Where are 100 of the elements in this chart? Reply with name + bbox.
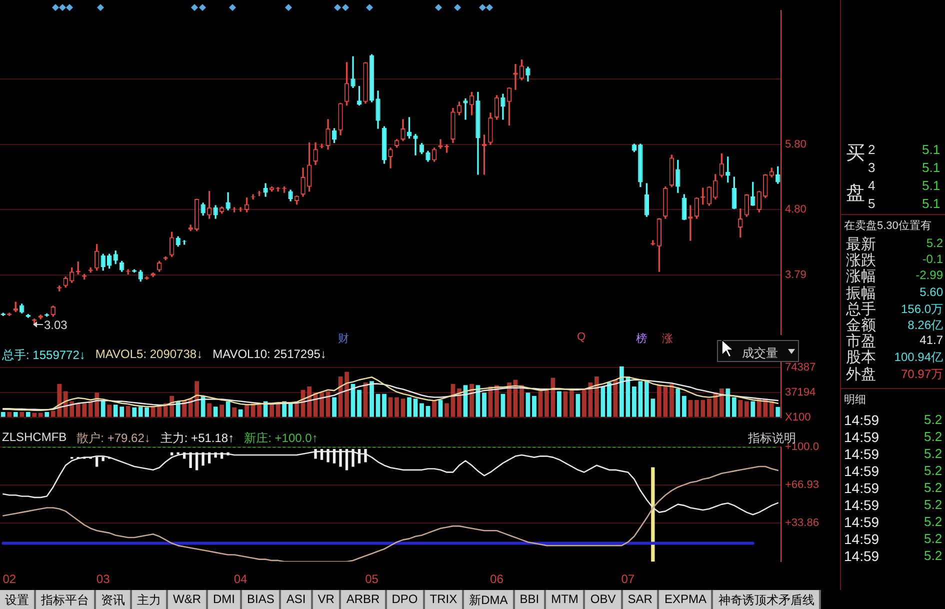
text: 主力	[132, 590, 168, 609]
text: BBI	[514, 590, 546, 609]
x-tick-label: 06	[490, 572, 504, 586]
annotation: : 2090738↓	[143, 347, 203, 361]
bar	[413, 398, 418, 417]
text: 14:59	[844, 412, 880, 428]
text: 股本	[846, 348, 876, 367]
text: 5	[868, 196, 876, 211]
y-tick-label: 5.80	[785, 138, 806, 151]
annotation: 涨	[662, 332, 673, 346]
text: 涨跌	[846, 251, 876, 270]
bar	[420, 403, 424, 417]
text: MTM	[546, 590, 586, 609]
candlestick	[463, 98, 468, 120]
text: 5.2	[924, 446, 942, 461]
bar	[126, 406, 130, 417]
y-tick-label: X100	[785, 411, 811, 424]
bar	[669, 384, 674, 417]
text: 新DMA	[464, 590, 515, 609]
y-tick-label: 74387	[785, 362, 816, 374]
text: 4	[868, 178, 876, 193]
y-tick-label: +100.0	[785, 441, 819, 454]
annotation: 成交量	[742, 345, 778, 362]
text: 5.2	[926, 236, 943, 250]
bar	[557, 391, 562, 417]
text: 在卖盘5.30位置有	[844, 219, 932, 233]
bar	[682, 396, 686, 417]
text: 14:59	[844, 531, 880, 547]
text: 最新	[846, 235, 876, 253]
text: 5.2	[924, 429, 942, 444]
bar	[244, 404, 249, 417]
text: MAVOL5	[95, 347, 144, 361]
bar	[96, 456, 98, 467]
bar	[732, 397, 736, 417]
text: 156.0万	[900, 300, 943, 318]
bar	[38, 412, 43, 417]
text: 总手	[2, 348, 26, 362]
bar	[0, 412, 6, 417]
bar	[526, 392, 530, 417]
bar	[307, 386, 312, 417]
bar	[400, 398, 406, 417]
candlestick	[350, 56, 356, 88]
bar	[613, 380, 618, 417]
bar	[426, 406, 430, 417]
text: 5.2	[924, 531, 942, 546]
bar	[357, 390, 362, 417]
text: DPO	[386, 590, 425, 609]
text: MAVOL10	[212, 347, 268, 361]
bar	[370, 381, 374, 417]
annotation: Q	[577, 331, 586, 343]
bar	[750, 401, 756, 417]
text: 设置	[0, 590, 36, 609]
text: 5.1	[922, 142, 940, 157]
text: 3	[868, 160, 876, 175]
x-tick-label: 04	[234, 572, 248, 586]
text: 振幅	[846, 284, 876, 302]
text: 5.1	[922, 196, 940, 211]
bar	[688, 400, 693, 417]
bar	[132, 407, 137, 417]
text: 14:59	[844, 480, 880, 496]
text: 5.2	[924, 548, 942, 563]
y-tick-label: 3.79	[785, 268, 806, 281]
bar	[470, 384, 474, 417]
bar	[726, 388, 730, 417]
bar	[576, 394, 580, 417]
bar	[482, 392, 486, 417]
bar	[257, 403, 262, 417]
bar	[226, 401, 230, 417]
text: : +51.18↑	[184, 431, 234, 445]
text: 神奇诱顶术矛盾线	[713, 590, 822, 609]
text: 41.7	[920, 333, 943, 348]
text: 2	[868, 142, 876, 157]
text: BIAS	[242, 590, 282, 609]
bar	[507, 382, 512, 417]
text: 5.2	[924, 412, 942, 427]
series-label: 新庄	[244, 431, 268, 445]
bar	[544, 388, 549, 417]
bar	[207, 403, 212, 417]
x-tick-label: 07	[621, 572, 635, 586]
bar	[438, 400, 443, 417]
text: 14:59	[844, 429, 880, 445]
text: : +100.0↑	[268, 431, 318, 445]
text: 14:59	[844, 548, 880, 564]
bar	[738, 400, 743, 417]
annotation: : 1559772↓	[26, 348, 86, 362]
text: 金额	[846, 316, 876, 334]
text: DMI	[208, 590, 242, 609]
bar	[520, 385, 524, 417]
bar	[494, 385, 499, 417]
chart-title: ZLSHCMFB	[2, 430, 67, 446]
bar	[500, 394, 506, 417]
bar	[776, 406, 780, 417]
text: 14:59	[844, 463, 880, 479]
bar	[102, 456, 104, 462]
bar	[600, 386, 606, 417]
bar	[320, 392, 324, 417]
text: 70.97万	[900, 366, 943, 383]
bar	[344, 372, 349, 417]
bar	[270, 403, 274, 417]
text: 100.94亿	[894, 349, 943, 366]
